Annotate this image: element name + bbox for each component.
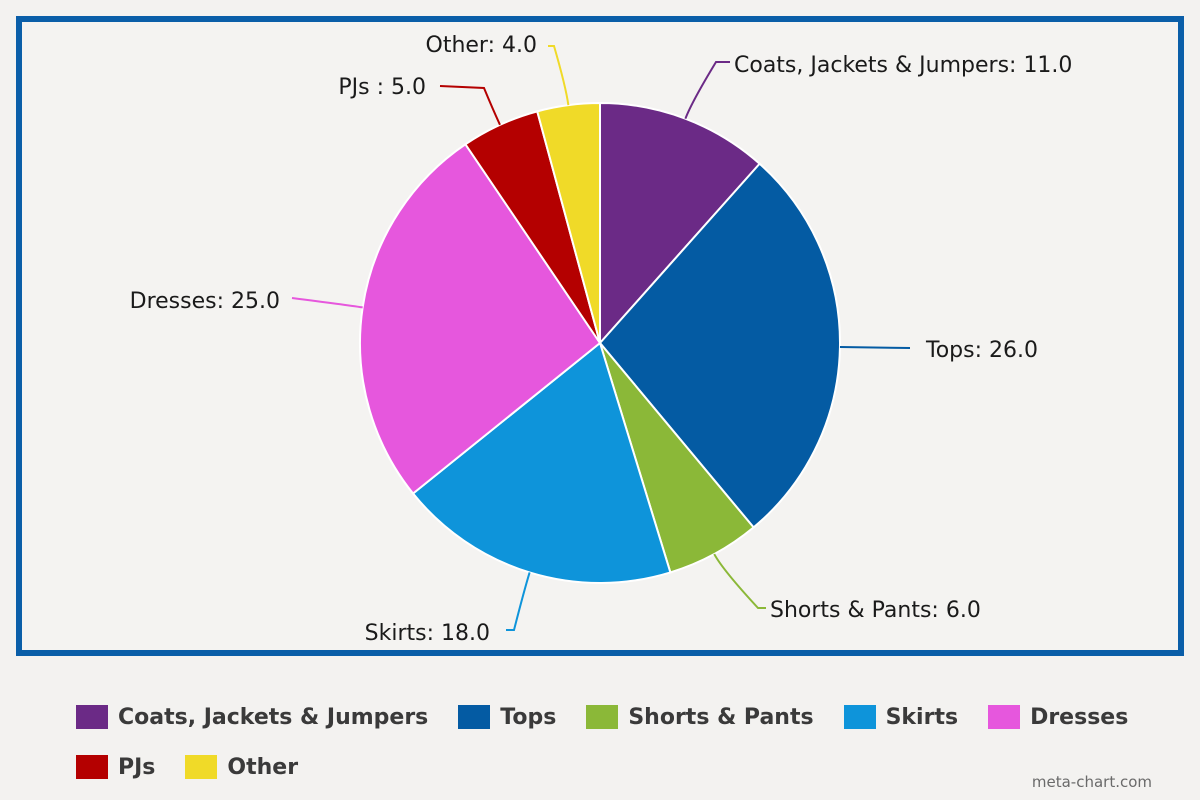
legend-label: Shorts & Pants (628, 704, 814, 730)
legend-item-skirts[interactable]: Skirts (843, 704, 959, 730)
legend-label: Tops (500, 704, 557, 730)
legend-swatch (843, 705, 876, 729)
legend-swatch (76, 755, 108, 779)
leader-line (839, 345, 911, 349)
pie-slices (359, 101, 841, 584)
slice-label: Shorts & Pants: 6.0 (770, 598, 981, 623)
legend-item-shorts-pants[interactable]: Shorts & Pants (586, 704, 814, 730)
legend-swatch (586, 705, 619, 729)
pie-slice-dresses[interactable] (359, 142, 602, 495)
leader-line (684, 61, 730, 120)
pie-slice-coats-jackets-jumpers[interactable] (599, 101, 762, 346)
pie-slice-skirts[interactable] (411, 341, 672, 584)
slice-label: Coats, Jackets & Jumpers: 11.0 (734, 53, 1072, 78)
legend: Coats, Jackets & Jumpers Tops Shorts & P… (76, 704, 1176, 780)
leader-line (548, 45, 570, 106)
slice-labels: Coats, Jackets & Jumpers: 11.0 Tops: 26.0… (130, 33, 1073, 646)
pie-slice-other[interactable] (536, 101, 601, 344)
legend-swatch (185, 755, 218, 779)
slice-label: Tops: 26.0 (925, 338, 1038, 363)
slice-label: Other: 4.0 (426, 33, 537, 58)
legend-item-dresses[interactable]: Dresses (988, 704, 1128, 730)
legend-item-other[interactable]: Other (185, 754, 298, 780)
pie-chart: Coats, Jackets & Jumpers: 11.0 Tops: 26.0… (16, 16, 1184, 656)
legend-label: Coats, Jackets & Jumpers (118, 704, 429, 730)
legend-swatch (458, 705, 491, 729)
slice-label: Dresses: 25.0 (130, 289, 280, 314)
leader-line (713, 553, 766, 609)
legend-item-coats-jackets-jumpers[interactable]: Coats, Jackets & Jumpers (76, 704, 428, 730)
legend-swatch (76, 705, 108, 729)
legend-item-tops[interactable]: Tops (458, 704, 556, 730)
pie-slice-tops[interactable] (598, 162, 841, 529)
legend-label: Dresses (1030, 704, 1129, 730)
legend-label: PJs (118, 754, 156, 780)
leader-line (439, 85, 501, 126)
legend-item-pjs[interactable]: PJs (76, 754, 155, 780)
credit-link[interactable]: meta-chart.com (1031, 773, 1152, 791)
leader-lines (291, 45, 911, 631)
slice-label: Skirts: 18.0 (365, 621, 490, 646)
legend-label: Skirts (885, 704, 959, 730)
legend-swatch (988, 705, 1021, 729)
leader-line (506, 572, 531, 631)
legend-label: Other (227, 754, 299, 780)
slice-label: PJs : 5.0 (338, 75, 426, 100)
leader-line (291, 297, 363, 309)
